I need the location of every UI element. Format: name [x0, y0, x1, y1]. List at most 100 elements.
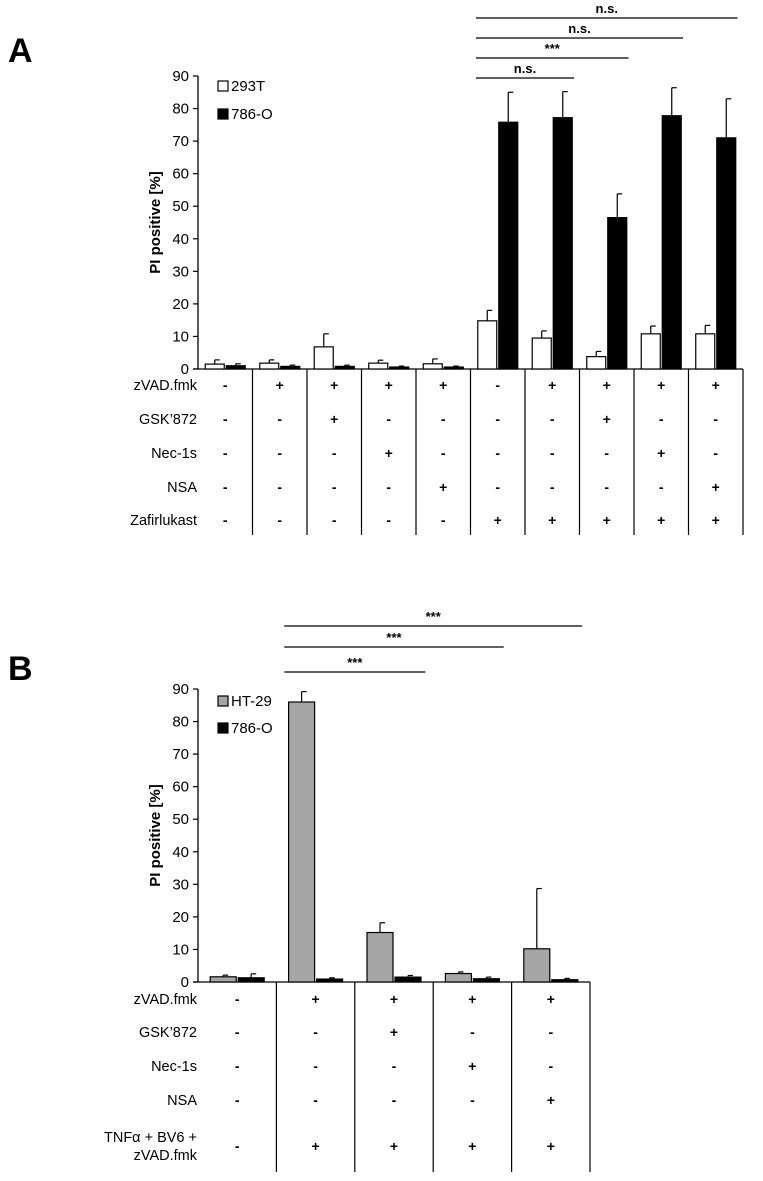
treatment-sign-b: +: [547, 991, 555, 1007]
bar-b-ht-29-2: [366, 931, 394, 983]
bar-a-786-o-1: [280, 365, 301, 370]
y-tick-label-a: 80: [172, 101, 189, 118]
bar-a-293t-9: [695, 333, 716, 370]
treatment-sign-b: -: [235, 1024, 240, 1040]
bar-a-293t-1: [259, 362, 280, 370]
bar-b-786-o-1: [316, 978, 344, 983]
treatment-sign-a: -: [223, 411, 228, 427]
bar-a-786-o-7: [607, 217, 628, 370]
y-tick-label-b: 60: [172, 779, 189, 796]
treatment-sign-a: +: [276, 377, 284, 393]
treatment-sign-b: +: [468, 991, 476, 1007]
treatment-label-a: Nec-1s: [151, 446, 197, 462]
legend-label-b: HT-29: [231, 693, 272, 710]
bar-b-786-o-0: [237, 977, 265, 983]
treatment-sign-a: -: [550, 445, 555, 461]
treatment-sign-b: -: [235, 1058, 240, 1074]
treatment-sign-b: +: [547, 1092, 555, 1108]
treatment-sign-a: -: [223, 445, 228, 461]
significance-label-a: n.s.: [596, 1, 618, 16]
treatment-sign-b: +: [390, 991, 398, 1007]
treatment-sign-a: -: [277, 445, 282, 461]
treatment-sign-a: -: [713, 411, 718, 427]
y-tick-label-b: 10: [172, 941, 189, 958]
y-tick-label-b: 70: [172, 746, 189, 763]
treatment-sign-a: -: [386, 512, 391, 528]
bar-b-ht-29-3: [444, 972, 472, 983]
treatment-sign-b: -: [313, 1058, 318, 1074]
bar-a-786-o-9: [716, 137, 737, 370]
treatment-sign-b: -: [235, 1138, 240, 1154]
treatment-sign-b: +: [468, 1058, 476, 1074]
treatment-sign-a: -: [441, 445, 446, 461]
y-tick-label-a: 90: [172, 68, 189, 85]
treatment-sign-b: -: [548, 1058, 553, 1074]
treatment-sign-b: -: [470, 1024, 475, 1040]
treatment-label-b: NSA: [167, 1093, 197, 1109]
y-tick-label-a: 40: [172, 231, 189, 248]
y-tick-label-b: 30: [172, 876, 189, 893]
treatment-label-b: zVAD.fmk: [134, 992, 198, 1008]
y-tick-label-b: 90: [172, 681, 189, 698]
treatment-sign-a: -: [550, 479, 555, 495]
bar-a-786-o-6: [552, 117, 573, 370]
treatment-sign-a: -: [604, 445, 609, 461]
y-tick-label-a: 0: [181, 361, 189, 378]
bar-a-786-o-0: [225, 365, 246, 370]
treatment-sign-a: -: [441, 411, 446, 427]
significance-label-a: n.s.: [568, 21, 590, 36]
treatment-label-a: zVAD.fmk: [134, 378, 198, 394]
treatment-sign-b: +: [390, 1024, 398, 1040]
significance-label-b: ***: [347, 655, 363, 670]
bar-a-293t-8: [640, 333, 661, 370]
treatment-sign-a: -: [277, 479, 282, 495]
legend-swatch-a: [217, 108, 229, 120]
treatment-sign-a: +: [712, 479, 720, 495]
y-tick-label-a: 30: [172, 263, 189, 280]
significance-label-b: ***: [426, 609, 442, 624]
treatment-sign-a: +: [385, 377, 393, 393]
bar-b-786-o-4: [551, 979, 579, 983]
chart-panel-a: 0 10 20 30 40 50 60 70 80 90 PI positive [%] 293T 78…: [130, 1, 744, 535]
treatment-sign-a: -: [332, 512, 337, 528]
treatment-sign-b: +: [312, 991, 320, 1007]
legend-label-a: 786-O: [231, 106, 273, 123]
treatment-sign-a: -: [223, 479, 228, 495]
treatment-sign-a: -: [713, 445, 718, 461]
treatment-sign-a: -: [659, 411, 664, 427]
y-tick-label-b: 80: [172, 714, 189, 731]
treatment-sign-a: -: [277, 512, 282, 528]
treatment-sign-a: -: [659, 479, 664, 495]
treatment-sign-b: -: [235, 991, 240, 1007]
treatment-sign-a: -: [386, 411, 391, 427]
bar-a-786-o-3: [389, 366, 410, 370]
treatment-sign-b: -: [548, 1024, 553, 1040]
treatment-sign-a: -: [495, 377, 500, 393]
treatment-sign-a: -: [495, 411, 500, 427]
treatment-sign-a: +: [439, 479, 447, 495]
treatment-sign-b: -: [392, 1058, 397, 1074]
treatment-sign-a: -: [604, 479, 609, 495]
y-tick-label-b: 20: [172, 909, 189, 926]
bar-a-786-o-8: [661, 115, 682, 370]
legend-swatch-b: [217, 695, 229, 707]
treatment-sign-a: +: [548, 377, 556, 393]
y-axis-label-b: PI positive [%]: [147, 784, 164, 887]
y-tick-label-a: 60: [172, 166, 189, 183]
bar-a-293t-5: [477, 320, 498, 370]
treatment-label-a: GSK’872: [139, 412, 197, 428]
treatment-sign-a: +: [657, 377, 665, 393]
treatment-sign-a: -: [495, 479, 500, 495]
treatment-sign-a: +: [548, 512, 556, 528]
treatment-label-b: Nec-1s: [151, 1059, 197, 1075]
legend-label-a: 293T: [231, 78, 265, 95]
treatment-sign-a: +: [439, 377, 447, 393]
y-tick-label-b: 50: [172, 811, 189, 828]
panel-label-a: A: [8, 32, 33, 70]
treatment-sign-b: -: [313, 1092, 318, 1108]
treatment-sign-a: -: [386, 479, 391, 495]
treatment-sign-a: -: [223, 377, 228, 393]
treatment-sign-b: -: [470, 1092, 475, 1108]
y-tick-label-a: 50: [172, 198, 189, 215]
